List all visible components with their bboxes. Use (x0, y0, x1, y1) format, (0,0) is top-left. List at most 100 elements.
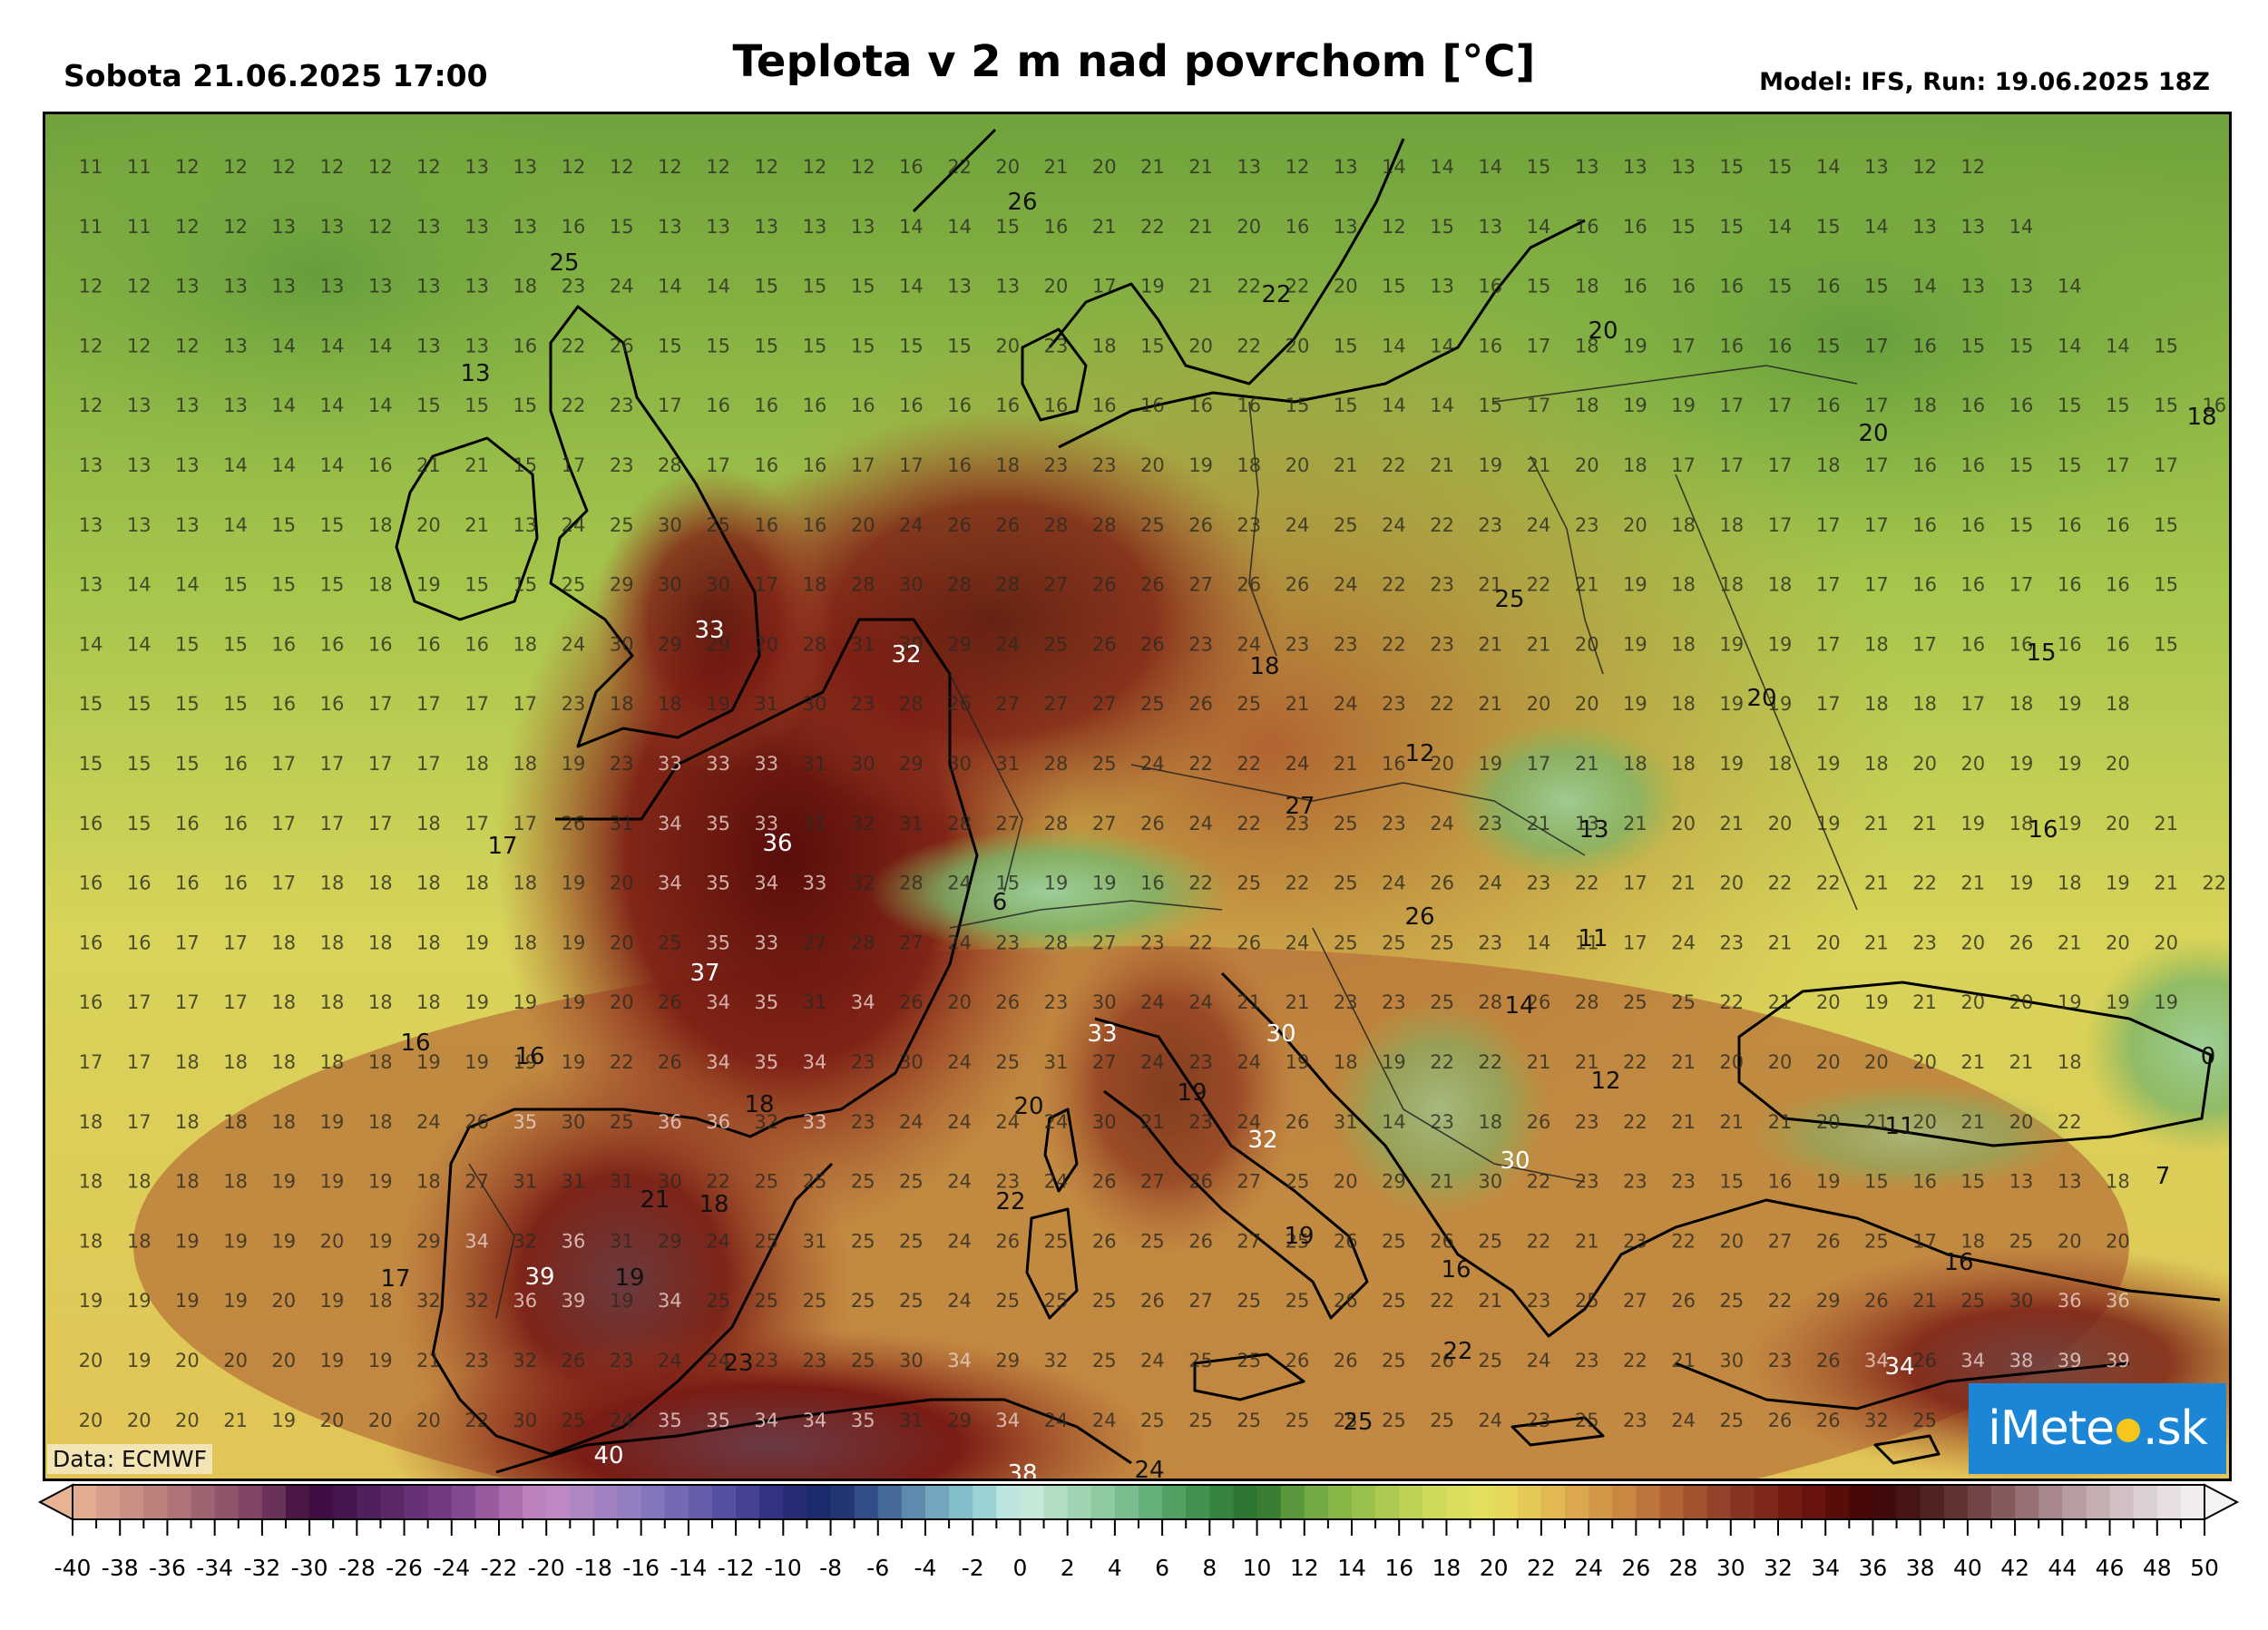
colorbar-swatch (1991, 1485, 2016, 1519)
grid-temperature-value: 21 (1671, 1051, 1696, 1073)
imeteo-logo[interactable]: iMete .sk (1969, 1383, 2226, 1474)
grid-temperature-value: 15 (1286, 395, 1310, 416)
sun-icon (2116, 1419, 2140, 1442)
grid-temperature-value: 16 (1912, 454, 1937, 476)
grid-temperature-value: 30 (658, 514, 682, 536)
grid-temperature-value: 15 (2154, 335, 2178, 356)
grid-temperature-value: 15 (223, 633, 248, 655)
grid-temperature-value: 13 (175, 514, 200, 536)
cool-field-northeast (1403, 112, 2232, 574)
station-temperature-value: 34 (1884, 1353, 1914, 1381)
grid-temperature-value: 13 (754, 216, 778, 238)
grid-temperature-value: 20 (1719, 873, 1744, 894)
grid-temperature-value: 20 (1092, 156, 1117, 178)
colorbar-swatch (1802, 1485, 1826, 1519)
station-temperature-value: 25 (549, 249, 579, 277)
grid-temperature-value: 18 (1575, 395, 1599, 416)
grid-temperature-value: 29 (416, 1230, 441, 1252)
grid-temperature-value: 21 (1286, 991, 1310, 1013)
grid-temperature-value: 22 (1188, 873, 1213, 894)
grid-temperature-value: 15 (947, 335, 972, 356)
station-temperature-value: 6 (992, 889, 1008, 916)
grid-temperature-value: 13 (223, 276, 248, 298)
grid-temperature-value: 20 (995, 156, 1020, 178)
grid-temperature-value: 33 (658, 753, 682, 775)
colorbar-swatch (1304, 1485, 1329, 1519)
grid-temperature-value: 22 (1430, 514, 1454, 536)
grid-temperature-value: 16 (2058, 633, 2082, 655)
border-central (1130, 764, 1586, 856)
grid-temperature-value: 22 (1237, 753, 1261, 775)
colorbar-tick-label: 14 (1337, 1555, 1366, 1581)
grid-temperature-value: 17 (1527, 335, 1551, 356)
grid-temperature-value: 13 (271, 216, 296, 238)
colorbar-tick-label: -22 (481, 1555, 518, 1581)
grid-temperature-value: 19 (223, 1230, 248, 1252)
grid-temperature-value: 23 (1092, 454, 1117, 476)
grid-temperature-value: 33 (803, 873, 827, 894)
grid-temperature-value: 16 (368, 633, 393, 655)
grid-temperature-value: 25 (1237, 693, 1261, 715)
grid-temperature-value: 21 (464, 514, 489, 536)
colorbar-min-arrow (37, 1483, 73, 1521)
grid-temperature-value: 16 (1286, 216, 1310, 238)
grid-temperature-value: 21 (2154, 873, 2178, 894)
station-temperature-value: 39 (524, 1264, 554, 1291)
grid-temperature-value: 18 (368, 574, 393, 596)
grid-temperature-value: 20 (127, 1410, 152, 1431)
grid-temperature-value: 16 (127, 873, 152, 894)
colorbar-swatch (973, 1485, 997, 1519)
grid-temperature-value: 25 (754, 1290, 778, 1312)
station-temperature-value: 22 (995, 1188, 1025, 1215)
grid-temperature-value: 22 (1816, 873, 1841, 894)
hot-core-italy (1041, 928, 1295, 1254)
grid-temperature-value: 31 (562, 1171, 586, 1193)
grid-temperature-value: 11 (127, 216, 152, 238)
grid-temperature-value: 12 (1912, 156, 1937, 178)
grid-temperature-value: 21 (1671, 1350, 1696, 1371)
colorbar-swatch (2062, 1485, 2087, 1519)
grid-temperature-value: 19 (1768, 693, 1793, 715)
station-temperature-value: 20 (1588, 317, 1618, 345)
grid-temperature-value: 15 (2009, 454, 2034, 476)
station-temperature-value: 16 (1441, 1256, 1471, 1284)
grid-temperature-value: 13 (464, 335, 489, 356)
grid-temperature-value: 19 (1044, 873, 1069, 894)
colorbar-swatch (474, 1485, 500, 1519)
colorbar-swatch (1067, 1485, 1092, 1519)
grid-temperature-value: 24 (947, 1230, 972, 1252)
grid-temperature-value: 18 (368, 1111, 393, 1133)
temperature-map[interactable]: 11 11 12 12 12 12 12 12 13 13 12 12 12 12 12 12 12 16 22 20… (43, 112, 2232, 1481)
grid-temperature-value: 22 (610, 1051, 634, 1073)
grid-temperature-value: 19 (79, 1290, 103, 1312)
grid-temperature-value: 31 (754, 693, 778, 715)
grid-temperature-value: 27 (1044, 574, 1069, 596)
grid-temperature-value: 34 (658, 813, 682, 835)
colorbar-swatch (1020, 1485, 1045, 1519)
colorbar-swatch (1612, 1485, 1637, 1519)
grid-temperature-value: 20 (320, 1410, 345, 1431)
grid-temperature-value: 16 (1912, 335, 1937, 356)
grid-temperature-value: 18 (464, 753, 489, 775)
grid-temperature-value: 20 (947, 991, 972, 1013)
grid-temperature-value: 15 (1768, 156, 1793, 178)
grid-temperature-value: 19 (1623, 395, 1647, 416)
grid-temperature-value: 23 (1623, 1410, 1647, 1431)
grid-temperature-value: 25 (1334, 932, 1358, 953)
coastline-italy (1094, 1017, 1369, 1320)
grid-temperature-value: 12 (658, 156, 682, 178)
colorbar-tick-label: 6 (1155, 1555, 1169, 1581)
colorbar-tick-label: 32 (1764, 1555, 1793, 1581)
colorbar-swatch (759, 1485, 784, 1519)
grid-temperature-value: 26 (1334, 1290, 1358, 1312)
grid-temperature-value: 18 (271, 932, 296, 953)
grid-temperature-value: 16 (947, 454, 972, 476)
colorbar-swatch (191, 1485, 216, 1519)
grid-temperature-value: 22 (1237, 813, 1261, 835)
grid-temperature-value: 21 (416, 1350, 441, 1371)
colorbar-swatch (1139, 1485, 1163, 1519)
grid-temperature-value: 25 (1334, 514, 1358, 536)
grid-temperature-value: 21 (1768, 932, 1793, 953)
grid-temperature-value: 39 (562, 1290, 586, 1312)
grid-temperature-value: 13 (1960, 216, 1985, 238)
